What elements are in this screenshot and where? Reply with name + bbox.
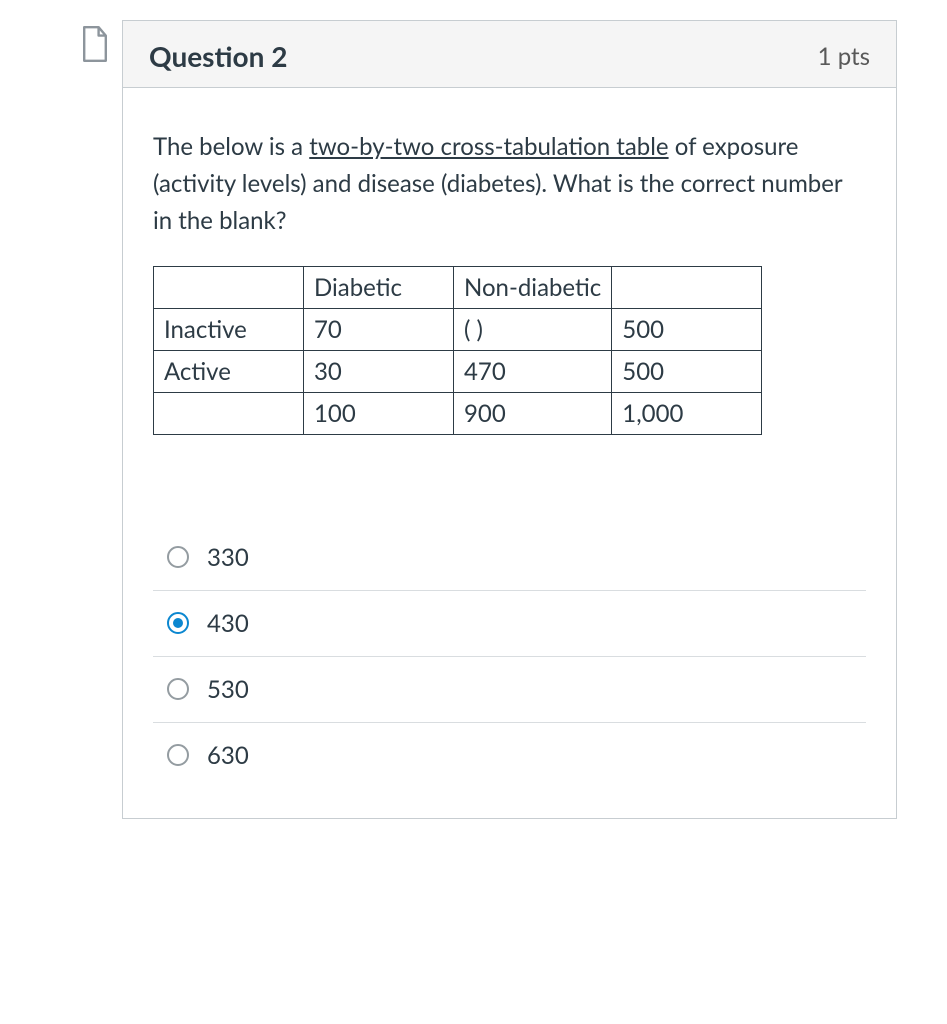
answer-option[interactable]: 530 bbox=[153, 657, 866, 723]
radio-icon[interactable] bbox=[167, 612, 189, 634]
table-cell: Inactive bbox=[154, 308, 304, 350]
table-row: Inactive 70 ( ) 500 bbox=[154, 308, 762, 350]
option-label: 630 bbox=[207, 741, 249, 770]
table-cell: Non-diabetic bbox=[454, 266, 612, 308]
table-row: 100 900 1,000 bbox=[154, 392, 762, 434]
radio-icon[interactable] bbox=[167, 678, 189, 700]
stem-pre: The below is a bbox=[153, 132, 309, 161]
table-cell: 500 bbox=[612, 308, 762, 350]
option-label: 430 bbox=[207, 609, 249, 638]
table-cell: Diabetic bbox=[304, 266, 454, 308]
table-cell bbox=[154, 266, 304, 308]
option-label: 530 bbox=[207, 675, 249, 704]
table-cell: 470 bbox=[454, 350, 612, 392]
table-cell: 100 bbox=[304, 392, 454, 434]
question-title: Question 2 bbox=[149, 39, 287, 73]
question-stem: The below is a two-by-two cross-tabulati… bbox=[153, 128, 866, 240]
question-header: Question 2 1 pts bbox=[123, 21, 896, 88]
answer-option[interactable]: 430 bbox=[153, 591, 866, 657]
question-card: Question 2 1 pts The below is a two-by-t… bbox=[122, 20, 897, 819]
radio-icon[interactable] bbox=[167, 744, 189, 766]
answer-option[interactable]: 330 bbox=[153, 525, 866, 591]
table-cell: Active bbox=[154, 350, 304, 392]
answer-option[interactable]: 630 bbox=[153, 723, 866, 788]
table-cell: 30 bbox=[304, 350, 454, 392]
table-cell: ( ) bbox=[454, 308, 612, 350]
answer-options: 330 430 530 630 bbox=[153, 525, 866, 788]
table-cell: 70 bbox=[304, 308, 454, 350]
page-icon bbox=[80, 26, 110, 62]
radio-icon[interactable] bbox=[167, 546, 189, 568]
question-body: The below is a two-by-two cross-tabulati… bbox=[123, 88, 896, 818]
option-label: 330 bbox=[207, 543, 249, 572]
table-row: Active 30 470 500 bbox=[154, 350, 762, 392]
stem-underlined: two-by-two cross-tabulation table bbox=[309, 132, 668, 161]
table-cell: 900 bbox=[454, 392, 612, 434]
table-cell: 500 bbox=[612, 350, 762, 392]
question-points: 1 pts bbox=[818, 42, 870, 71]
table-cell bbox=[612, 266, 762, 308]
table-cell: 1,000 bbox=[612, 392, 762, 434]
cross-tab-table: Diabetic Non-diabetic Inactive 70 ( ) 50… bbox=[153, 266, 762, 435]
table-row: Diabetic Non-diabetic bbox=[154, 266, 762, 308]
table-cell bbox=[154, 392, 304, 434]
